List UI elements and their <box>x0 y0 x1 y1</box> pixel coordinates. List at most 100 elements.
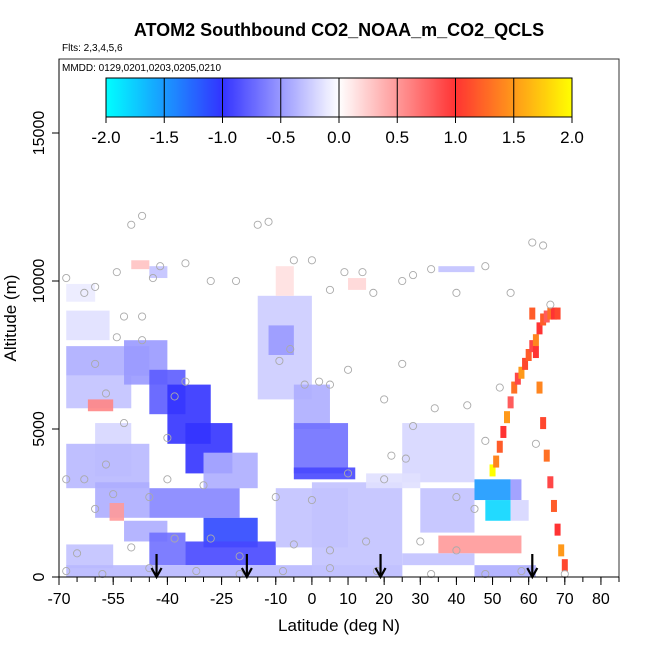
colorbar-tick-label-2: -1.0 <box>208 128 237 147</box>
sample-point-1 <box>80 288 89 297</box>
sample-point-81 <box>192 567 201 576</box>
heatmap-cell-40 <box>275 266 294 296</box>
sample-point-53 <box>80 475 89 484</box>
colorbar-tick-label-5: 0.5 <box>385 128 409 147</box>
ascent-track-segment-4 <box>504 411 510 424</box>
descent-track-segment-9 <box>561 559 568 572</box>
ascent-track-segment-9 <box>522 357 529 370</box>
ascent-track-segment-1 <box>493 455 500 468</box>
sample-point-52 <box>62 475 71 484</box>
x-tick-label-2: -40 <box>156 591 179 608</box>
ascent-track-segment-2 <box>496 440 503 453</box>
sample-point-3 <box>112 268 121 277</box>
sample-point-15 <box>340 268 349 277</box>
heatmap-cell-42 <box>348 278 367 290</box>
sample-point-26 <box>539 241 548 250</box>
sample-point-19 <box>398 276 407 286</box>
descent-track-segment-8 <box>558 544 565 557</box>
colorbar-tick-label-8: 2.0 <box>560 128 584 147</box>
ascent-track-segment-15 <box>543 310 550 323</box>
sample-point-25 <box>528 238 537 247</box>
heatmap-cell-24 <box>293 423 349 474</box>
heatmap-cell-12 <box>109 503 125 521</box>
flights-label: Flts: 2,3,4,5,6 <box>62 43 123 54</box>
x-tick-label-13: 80 <box>592 591 610 608</box>
ascent-track-segment-14 <box>540 313 547 326</box>
x-tick-label-5: 0 <box>307 591 316 608</box>
sample-point-22 <box>452 288 461 297</box>
y-tick-label-2: 10000 <box>31 259 48 304</box>
x-tick-label-0: -70 <box>47 591 70 608</box>
x-tick-label-11: 60 <box>520 591 538 608</box>
sample-point-42 <box>325 380 335 389</box>
heatmap-cell-22 <box>268 325 294 355</box>
sample-point-16 <box>325 285 335 294</box>
sample-points <box>62 211 569 579</box>
heatmap-cell-17 <box>185 541 276 566</box>
sample-point-68 <box>73 549 82 558</box>
sample-point-23 <box>481 262 490 271</box>
sample-point-2 <box>91 282 100 291</box>
sample-point-18 <box>369 288 378 297</box>
sample-point-73 <box>289 540 298 549</box>
ascent-track-segment-13 <box>536 322 543 335</box>
sample-point-27 <box>546 300 555 309</box>
sample-point-29 <box>138 312 147 321</box>
sample-point-75 <box>362 537 371 546</box>
sample-point-69 <box>127 543 136 552</box>
x-axis: -70 -55 -40 -25 -10 0 10 20 30 40 50 60 70 80 <box>47 576 620 608</box>
sample-point-37 <box>119 419 129 428</box>
y-tick-label-1: 5000 <box>31 411 48 447</box>
heatmap-cell-35 <box>402 553 475 566</box>
y-tick-label-0: 0 <box>31 572 48 581</box>
sample-point-88 <box>517 567 526 576</box>
colorbar-tick-label-0: -2.0 <box>91 128 120 147</box>
sample-point-54 <box>101 460 111 469</box>
sample-point-51 <box>481 436 490 445</box>
heatmap-cell-19 <box>66 565 403 577</box>
sample-point-59 <box>199 481 208 490</box>
x-tick-label-9: 40 <box>448 591 466 608</box>
sample-point-65 <box>401 454 410 463</box>
sample-point-61 <box>307 495 316 505</box>
heatmap-cell-33 <box>510 500 529 521</box>
sample-point-47 <box>430 404 439 413</box>
heatmap-cell-10 <box>66 443 150 489</box>
ascent-track-segment-12 <box>532 334 539 347</box>
x-tick-label-4: -10 <box>264 591 287 608</box>
sample-point-13 <box>289 256 298 265</box>
colorbar-tick-label-7: 1.5 <box>502 128 526 147</box>
sample-point-36 <box>101 389 111 398</box>
sample-point-9 <box>206 276 215 286</box>
sample-point-76 <box>416 537 425 546</box>
ascent-track-segment-5 <box>507 396 514 409</box>
ascent-track-segment-17 <box>550 307 557 320</box>
sample-point-77 <box>452 546 461 555</box>
sample-point-30 <box>112 333 121 342</box>
y-axis: 0 5000 10000 15000 <box>31 59 60 581</box>
descent-track-segment-3 <box>540 417 547 430</box>
x-tick-label-12: 70 <box>556 591 574 608</box>
sample-point-57 <box>145 493 154 502</box>
sample-point-78 <box>62 567 71 576</box>
heatmap <box>66 260 536 577</box>
sample-point-64 <box>387 451 396 460</box>
chart-title: ATOM2 Southbound CO2_NOAA_m_CO2_QCLS <box>134 20 544 40</box>
heatmap-cell-31 <box>510 479 522 501</box>
ascent-track-segment-11 <box>529 340 536 353</box>
sample-point-67 <box>470 504 479 513</box>
sample-point-63 <box>380 475 389 484</box>
descent-track-segment-1 <box>532 346 539 359</box>
y-axis-label: Altitude (m) <box>1 275 20 362</box>
descent-track-segment-6 <box>550 499 557 512</box>
sample-point-66 <box>452 493 461 502</box>
sample-point-48 <box>463 401 472 410</box>
sample-point-17 <box>358 268 367 277</box>
sample-point-84 <box>325 564 335 573</box>
descent-track-segment-5 <box>547 476 554 489</box>
sample-point-70 <box>170 534 179 543</box>
heatmap-cell-39 <box>149 266 168 279</box>
descent-track-segment-7 <box>554 523 561 536</box>
sample-point-40 <box>300 380 309 389</box>
colorbar-tick-label-3: -0.5 <box>266 128 295 147</box>
